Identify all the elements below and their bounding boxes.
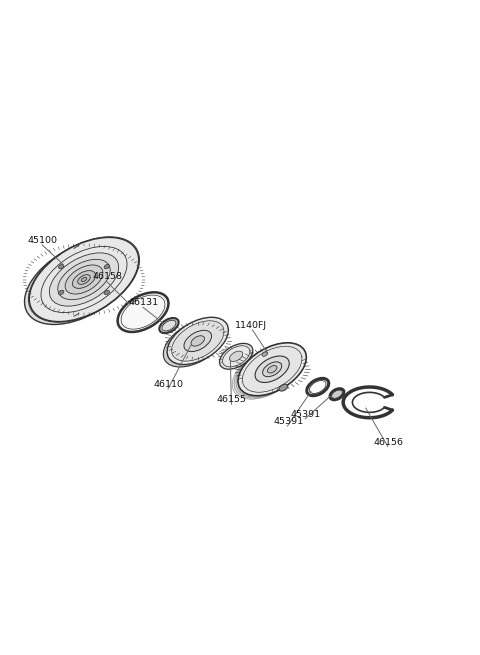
Ellipse shape <box>59 290 64 295</box>
Ellipse shape <box>236 344 304 397</box>
Ellipse shape <box>159 318 179 333</box>
Text: 46156: 46156 <box>373 438 403 447</box>
Text: 45100: 45100 <box>28 236 58 245</box>
Ellipse shape <box>104 290 109 295</box>
Ellipse shape <box>267 365 277 373</box>
Ellipse shape <box>223 346 250 367</box>
Ellipse shape <box>163 320 225 367</box>
Ellipse shape <box>229 351 243 362</box>
Ellipse shape <box>82 278 86 282</box>
Ellipse shape <box>58 259 110 300</box>
Text: 46158: 46158 <box>92 272 122 282</box>
Ellipse shape <box>121 295 165 329</box>
Ellipse shape <box>263 362 282 377</box>
Ellipse shape <box>238 343 306 396</box>
Text: 45391: 45391 <box>273 417 303 426</box>
Ellipse shape <box>29 237 139 322</box>
Text: 45391: 45391 <box>291 409 321 419</box>
Ellipse shape <box>59 265 64 269</box>
Ellipse shape <box>219 343 253 369</box>
Ellipse shape <box>24 240 134 324</box>
Ellipse shape <box>104 265 109 269</box>
Ellipse shape <box>49 253 119 306</box>
Ellipse shape <box>184 330 212 352</box>
Ellipse shape <box>255 356 289 383</box>
Ellipse shape <box>279 384 288 391</box>
Ellipse shape <box>167 317 228 365</box>
Ellipse shape <box>65 265 103 294</box>
Ellipse shape <box>41 246 127 312</box>
Ellipse shape <box>262 352 267 356</box>
Text: 46110: 46110 <box>154 380 183 389</box>
Ellipse shape <box>242 346 302 392</box>
Text: 46131: 46131 <box>129 298 159 307</box>
Ellipse shape <box>118 292 168 332</box>
Ellipse shape <box>162 320 176 331</box>
Text: 46155: 46155 <box>217 396 247 404</box>
Ellipse shape <box>171 321 224 361</box>
Ellipse shape <box>330 388 344 400</box>
Ellipse shape <box>191 336 204 346</box>
Ellipse shape <box>78 274 90 284</box>
Text: 1140FJ: 1140FJ <box>235 321 267 330</box>
Ellipse shape <box>72 271 96 288</box>
Ellipse shape <box>232 346 300 399</box>
Ellipse shape <box>234 345 302 398</box>
